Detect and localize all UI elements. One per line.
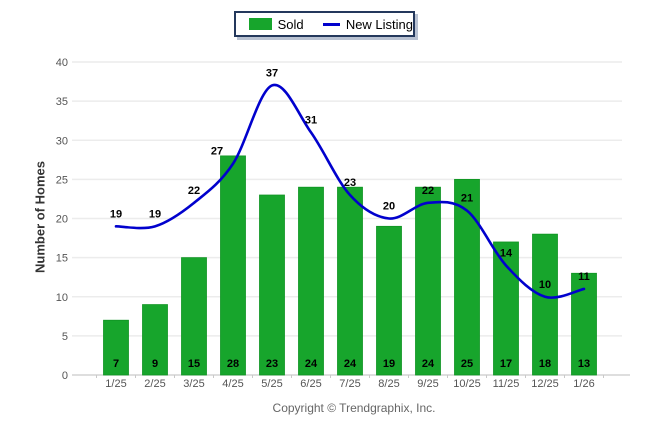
x-tick-label: 4/25	[222, 378, 243, 390]
y-tick-label: 35	[56, 96, 68, 108]
y-tick-label: 10	[56, 292, 68, 304]
sold-bar-value-label: 25	[461, 358, 473, 370]
y-tick-label: 0	[62, 370, 68, 382]
new-listing-value-label: 21	[461, 193, 473, 205]
new-listing-value-label: 27	[211, 146, 223, 158]
new-listing-value-label: 31	[305, 114, 317, 126]
x-tick-label: 1/26	[573, 378, 594, 390]
y-tick-label: 20	[56, 214, 68, 226]
new-listing-value-label: 14	[500, 247, 513, 259]
sold-bar	[259, 194, 285, 376]
legend: Sold New Listing	[234, 11, 415, 37]
sold-bar	[415, 186, 441, 376]
legend-new-listing-label: New Listing	[345, 16, 414, 32]
sold-bar-value-label: 19	[383, 358, 395, 370]
new-listing-value-label: 22	[188, 185, 200, 197]
copyright-text: Copyright © Trendgraphix, Inc.	[272, 401, 436, 415]
sold-bar-value-label: 9	[152, 358, 158, 370]
x-tick-label: 7/25	[339, 378, 360, 390]
sold-bar-value-label: 24	[344, 358, 357, 370]
sold-bar-value-label: 24	[422, 358, 435, 370]
sold-bar-value-label: 15	[188, 358, 200, 370]
sold-bar	[337, 186, 363, 376]
sold-bar	[220, 155, 246, 376]
x-tick-label: 2/25	[144, 378, 165, 390]
y-tick-label: 40	[56, 57, 68, 69]
y-tick-label: 5	[62, 331, 68, 343]
y-tick-label: 30	[56, 135, 68, 147]
y-tick-label: 15	[56, 253, 68, 265]
new-listing-value-label: 20	[383, 201, 395, 213]
sold-bar-value-label: 24	[305, 358, 318, 370]
new-listing-value-label: 19	[149, 208, 161, 220]
sold-bar	[493, 241, 519, 376]
new-listing-value-label: 23	[344, 177, 356, 189]
new-listing-value-label: 37	[266, 67, 278, 79]
sold-bar-value-label: 28	[227, 358, 239, 370]
x-tick-label: 6/25	[300, 378, 321, 390]
sold-bar	[532, 233, 558, 376]
sold-bar	[454, 178, 480, 376]
sold-bar	[181, 257, 207, 376]
x-tick-label: 9/25	[417, 378, 438, 390]
new-listing-line	[114, 83, 586, 299]
new-listing-value-label: 11	[578, 271, 590, 283]
x-tick-label: 3/25	[183, 378, 204, 390]
sold-bar-value-label: 18	[539, 358, 551, 370]
x-tick-label: 12/25	[531, 378, 559, 390]
sold-bar-value-label: 23	[266, 358, 278, 370]
sold-bar	[298, 186, 324, 376]
sold-bar	[376, 225, 402, 376]
y-tick-label: 25	[56, 174, 68, 186]
x-tick-label: 8/25	[378, 378, 399, 390]
new-listing-value-label: 22	[422, 185, 434, 197]
x-tick-label: 10/25	[453, 378, 481, 390]
legend-sold-label: Sold	[277, 16, 304, 32]
sold-bar	[142, 304, 168, 376]
x-tick-label: 5/25	[261, 378, 282, 390]
sold-bar-value-label: 17	[500, 358, 512, 370]
x-tick-label: 1/25	[105, 378, 126, 390]
new-listing-value-label: 10	[539, 279, 551, 291]
sold-series-swatch-icon	[249, 18, 272, 30]
new-listing-line-icon	[323, 22, 340, 26]
x-tick-label: 11/25	[493, 378, 520, 390]
new-listing-value-label: 19	[110, 208, 122, 220]
sold-bar-value-label: 7	[113, 358, 119, 370]
sold-bar-value-label: 13	[578, 358, 590, 370]
sold-bar	[103, 319, 129, 376]
